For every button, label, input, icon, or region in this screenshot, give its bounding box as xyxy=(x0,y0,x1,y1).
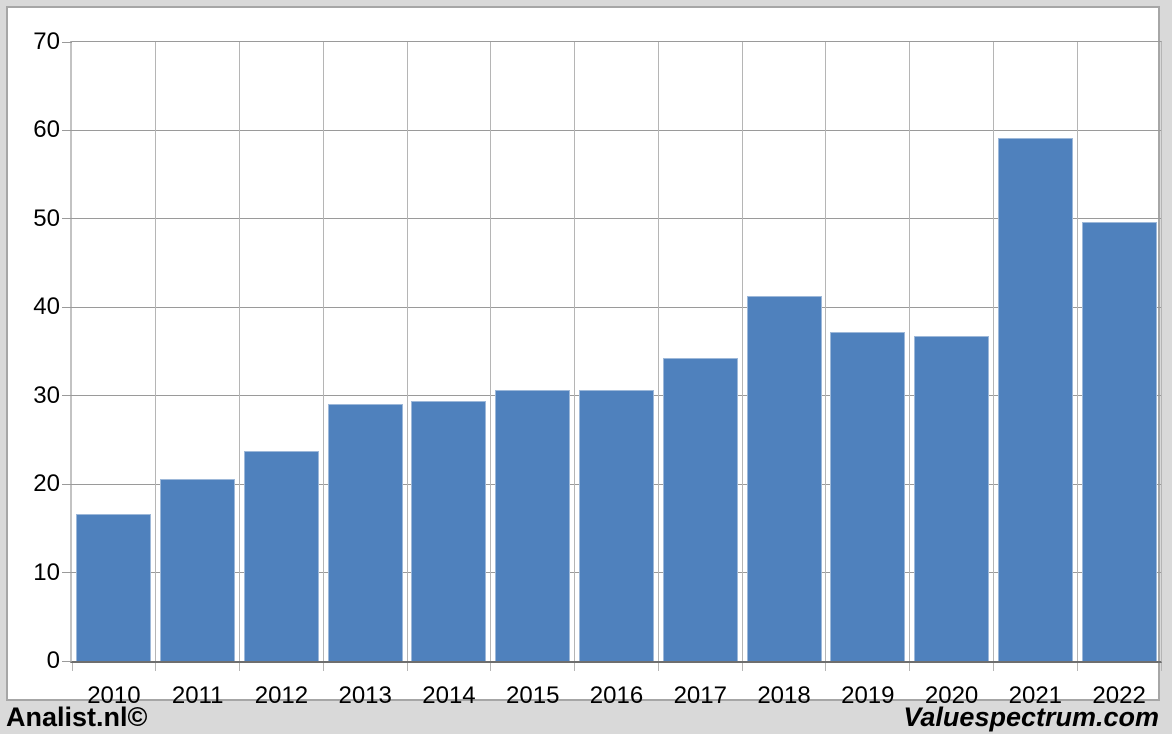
v-gridline xyxy=(322,42,324,661)
footer-brand-right: Valuespectrum.com xyxy=(903,702,1159,732)
y-axis-tick xyxy=(62,306,72,308)
x-axis-tick xyxy=(406,663,408,671)
x-tick-label: 2021 xyxy=(1008,682,1063,709)
x-tick-label: 2010 xyxy=(87,682,141,709)
bar-2013 xyxy=(327,403,403,661)
bar-2021 xyxy=(997,137,1073,661)
y-axis-tick xyxy=(62,660,72,662)
x-axis-tick xyxy=(1076,663,1078,671)
bar-2016 xyxy=(579,389,654,661)
h-gridline xyxy=(72,306,1161,308)
y-tick-label: 10 xyxy=(33,558,60,586)
bar-2015 xyxy=(495,390,571,661)
v-gridline xyxy=(657,42,659,661)
v-gridline xyxy=(741,42,743,661)
v-gridline xyxy=(1076,42,1078,661)
chart-card: 0 10 20 30 40 50 60 70 2010 2011 2012 2013 2014 2015 2… xyxy=(6,6,1162,709)
h-gridline xyxy=(72,129,1161,131)
footer-band: Analist.nl© Valuespectrum.com xyxy=(0,701,1172,734)
plot-area: 0 10 20 30 40 50 60 70 2010 2011 2012 2013 2014 2015 2… xyxy=(33,28,1162,709)
x-axis-tick xyxy=(574,663,576,671)
x-tick-label: 2022 xyxy=(1092,682,1146,709)
x-axis-tick xyxy=(825,663,827,671)
y-axis-tick xyxy=(62,572,72,574)
v-gridline xyxy=(406,42,408,661)
y-axis-tick xyxy=(62,483,72,485)
bar-2017 xyxy=(662,357,738,661)
x-tick-label: 2011 xyxy=(171,682,224,709)
x-tick-label: 2013 xyxy=(338,682,392,709)
bar-2022 xyxy=(1081,222,1157,661)
y-tick-label: 60 xyxy=(33,116,60,144)
bar-2020 xyxy=(914,335,990,661)
v-gridline xyxy=(825,42,827,661)
footer-brand-left: Analist.nl© xyxy=(6,702,148,732)
y-axis-tick xyxy=(62,218,72,220)
v-gridline xyxy=(909,42,911,661)
bar-2014 xyxy=(411,401,487,661)
x-tick-label: 2016 xyxy=(589,682,644,709)
bar-2011 xyxy=(160,478,236,661)
y-tick-label: 40 xyxy=(33,293,60,321)
x-axis-tick xyxy=(490,663,492,671)
x-tick-label: 2015 xyxy=(506,682,560,709)
y-axis-tick xyxy=(62,41,72,43)
x-axis-tick xyxy=(1160,663,1162,671)
x-tick-label: 2017 xyxy=(673,682,727,709)
x-axis-tick xyxy=(741,663,743,671)
x-axis-tick xyxy=(657,663,659,671)
y-axis-tick xyxy=(62,395,72,397)
h-gridline xyxy=(72,218,1161,220)
y-tick-label: 20 xyxy=(33,470,60,498)
bar-2019 xyxy=(830,332,906,661)
v-gridline xyxy=(239,42,241,661)
bar-2018 xyxy=(746,295,822,661)
v-gridline xyxy=(490,42,492,661)
x-tick-label: 2020 xyxy=(924,682,979,709)
v-gridline xyxy=(992,42,994,661)
x-axis-tick xyxy=(909,663,911,671)
bar-2012 xyxy=(243,451,319,661)
v-gridline xyxy=(155,42,157,661)
x-axis-tick xyxy=(155,663,157,671)
bar-2010 xyxy=(76,514,152,661)
x-tick-label: 2018 xyxy=(757,682,811,709)
x-tick-label: 2014 xyxy=(422,682,476,709)
x-axis-tick xyxy=(322,663,324,671)
x-tick-label: 2012 xyxy=(254,682,309,709)
x-axis-tick xyxy=(992,663,994,671)
y-tick-label: 50 xyxy=(33,204,60,232)
v-gridline xyxy=(574,42,576,661)
y-tick-label: 70 xyxy=(33,28,60,55)
x-axis-tick xyxy=(239,663,241,671)
y-tick-label: 0 xyxy=(46,647,60,674)
x-tick-label: 2019 xyxy=(841,682,895,709)
y-axis-tick xyxy=(62,129,72,131)
x-axis-tick xyxy=(71,663,73,671)
y-tick-label: 30 xyxy=(33,381,60,409)
